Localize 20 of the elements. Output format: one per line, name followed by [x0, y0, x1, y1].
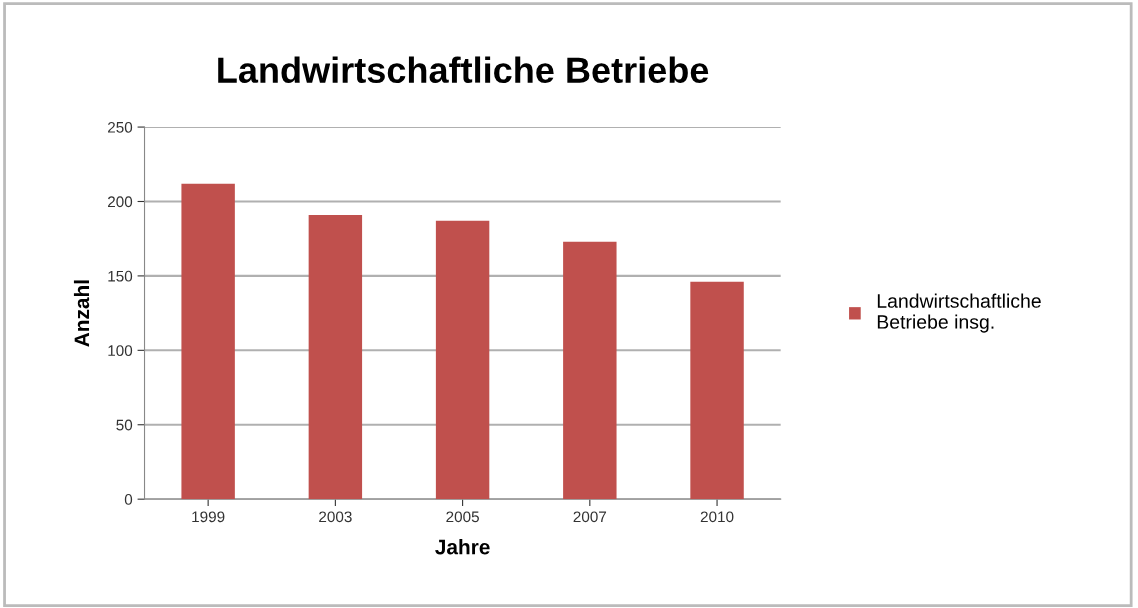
x-tick-label: 2010	[700, 511, 734, 523]
x-tick-label: 2005	[446, 511, 479, 523]
bar	[181, 183, 235, 500]
bar	[308, 214, 363, 500]
x-tick-label: 2003	[319, 511, 352, 523]
y-tick-label: 50	[116, 419, 133, 431]
chart-title: Landwirtschaftliche Betriebe	[218, 56, 709, 83]
y-tick-label: 100	[108, 345, 133, 357]
y-tick-label: 250	[108, 121, 133, 133]
x-axis-title: Jahre	[435, 539, 490, 555]
bar	[690, 281, 744, 500]
y-axis-title: Anzahl	[73, 280, 90, 347]
x-tick-label: 1999	[192, 511, 225, 523]
bar	[435, 220, 490, 500]
y-tick-label: 200	[108, 196, 133, 208]
legend-label: Landwirtschaftliche Betriebe insg.	[877, 293, 1041, 333]
bar	[563, 241, 617, 500]
x-tick-label: 2007	[573, 511, 607, 523]
y-tick-label: 0	[124, 494, 133, 505]
y-tick-label: 150	[108, 270, 133, 282]
